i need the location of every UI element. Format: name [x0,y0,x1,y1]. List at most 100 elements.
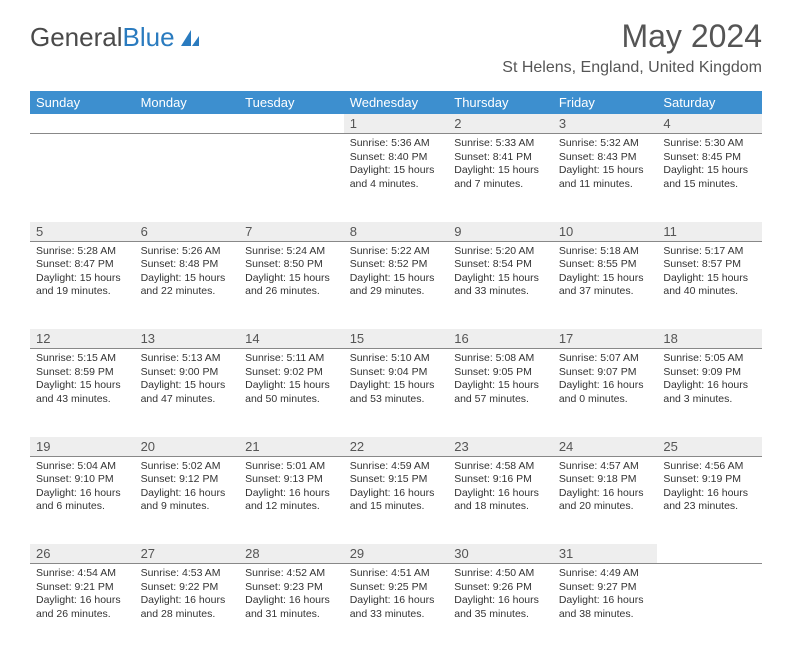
day-cell: Sunrise: 5:11 AMSunset: 9:02 PMDaylight:… [239,349,344,437]
sunrise-text: Sunrise: 5:28 AM [36,245,129,259]
day-cell: Sunrise: 4:50 AMSunset: 9:26 PMDaylight:… [448,564,553,652]
day-number: 6 [135,222,240,241]
day-content: Sunrise: 4:52 AMSunset: 9:23 PMDaylight:… [239,564,344,630]
sunrise-text: Sunrise: 5:08 AM [454,352,547,366]
day-number: 11 [657,222,762,241]
daylight-text: Daylight: 16 hours and 20 minutes. [559,487,652,514]
sunset-text: Sunset: 9:22 PM [141,581,234,595]
sunrise-text: Sunrise: 5:33 AM [454,137,547,151]
day-content: Sunrise: 4:54 AMSunset: 9:21 PMDaylight:… [30,564,135,630]
day-number [657,544,762,562]
weekday-header: Monday [135,91,240,114]
sunrise-text: Sunrise: 4:54 AM [36,567,129,581]
sunrise-text: Sunrise: 4:52 AM [245,567,338,581]
day-number-cell: 19 [30,437,135,457]
day-content: Sunrise: 5:20 AMSunset: 8:54 PMDaylight:… [448,242,553,308]
day-cell: Sunrise: 5:32 AMSunset: 8:43 PMDaylight:… [553,134,658,222]
day-number-cell [657,544,762,564]
day-cell [239,134,344,222]
daylight-text: Daylight: 16 hours and 6 minutes. [36,487,129,514]
day-cell: Sunrise: 5:01 AMSunset: 9:13 PMDaylight:… [239,456,344,544]
day-cell: Sunrise: 4:53 AMSunset: 9:22 PMDaylight:… [135,564,240,652]
day-number: 18 [657,329,762,348]
day-number-cell: 15 [344,329,449,349]
sunrise-text: Sunrise: 4:49 AM [559,567,652,581]
day-number-cell [30,114,135,134]
day-number: 26 [30,544,135,563]
sunset-text: Sunset: 9:26 PM [454,581,547,595]
daylight-text: Daylight: 15 hours and 57 minutes. [454,379,547,406]
daylight-text: Daylight: 16 hours and 33 minutes. [350,594,443,621]
sunrise-text: Sunrise: 4:50 AM [454,567,547,581]
sunset-text: Sunset: 9:10 PM [36,473,129,487]
day-number: 19 [30,437,135,456]
day-number: 7 [239,222,344,241]
day-number-cell: 3 [553,114,658,134]
day-cell: Sunrise: 5:02 AMSunset: 9:12 PMDaylight:… [135,456,240,544]
day-cell: Sunrise: 5:08 AMSunset: 9:05 PMDaylight:… [448,349,553,437]
day-number: 23 [448,437,553,456]
day-number: 2 [448,114,553,133]
daylight-text: Daylight: 15 hours and 29 minutes. [350,272,443,299]
day-number-cell: 12 [30,329,135,349]
sunrise-text: Sunrise: 5:02 AM [141,460,234,474]
sunrise-text: Sunrise: 4:51 AM [350,567,443,581]
day-cell: Sunrise: 5:15 AMSunset: 8:59 PMDaylight:… [30,349,135,437]
daylight-text: Daylight: 16 hours and 18 minutes. [454,487,547,514]
day-number-cell: 26 [30,544,135,564]
day-content: Sunrise: 4:59 AMSunset: 9:15 PMDaylight:… [344,457,449,523]
sunset-text: Sunset: 9:21 PM [36,581,129,595]
sunset-text: Sunset: 8:47 PM [36,258,129,272]
sunrise-text: Sunrise: 5:15 AM [36,352,129,366]
month-title: May 2024 [502,18,762,55]
day-number: 31 [553,544,658,563]
day-cell: Sunrise: 5:17 AMSunset: 8:57 PMDaylight:… [657,241,762,329]
day-content: Sunrise: 5:28 AMSunset: 8:47 PMDaylight:… [30,242,135,308]
day-content: Sunrise: 4:58 AMSunset: 9:16 PMDaylight:… [448,457,553,523]
weekday-header: Thursday [448,91,553,114]
daylight-text: Daylight: 16 hours and 35 minutes. [454,594,547,621]
day-content: Sunrise: 5:33 AMSunset: 8:41 PMDaylight:… [448,134,553,200]
day-number: 4 [657,114,762,133]
day-number: 27 [135,544,240,563]
day-content: Sunrise: 5:26 AMSunset: 8:48 PMDaylight:… [135,242,240,308]
day-number: 14 [239,329,344,348]
weekday-header: Friday [553,91,658,114]
sunrise-text: Sunrise: 5:01 AM [245,460,338,474]
sunset-text: Sunset: 9:19 PM [663,473,756,487]
sunset-text: Sunset: 9:13 PM [245,473,338,487]
sunrise-text: Sunrise: 5:24 AM [245,245,338,259]
sunrise-text: Sunrise: 5:26 AM [141,245,234,259]
day-cell: Sunrise: 5:26 AMSunset: 8:48 PMDaylight:… [135,241,240,329]
day-content: Sunrise: 5:11 AMSunset: 9:02 PMDaylight:… [239,349,344,415]
day-number: 22 [344,437,449,456]
day-number-cell: 8 [344,222,449,242]
day-number: 24 [553,437,658,456]
day-number: 25 [657,437,762,456]
sunrise-text: Sunrise: 5:17 AM [663,245,756,259]
day-number-cell: 23 [448,437,553,457]
sunrise-text: Sunrise: 4:56 AM [663,460,756,474]
sunrise-text: Sunrise: 5:11 AM [245,352,338,366]
day-number-cell: 2 [448,114,553,134]
day-cell: Sunrise: 5:22 AMSunset: 8:52 PMDaylight:… [344,241,449,329]
day-cell: Sunrise: 5:10 AMSunset: 9:04 PMDaylight:… [344,349,449,437]
day-content: Sunrise: 4:53 AMSunset: 9:22 PMDaylight:… [135,564,240,630]
sunrise-text: Sunrise: 5:04 AM [36,460,129,474]
daylight-text: Daylight: 15 hours and 43 minutes. [36,379,129,406]
day-cell [135,134,240,222]
day-number-cell: 13 [135,329,240,349]
sunset-text: Sunset: 9:00 PM [141,366,234,380]
day-number-cell: 14 [239,329,344,349]
daylight-text: Daylight: 15 hours and 53 minutes. [350,379,443,406]
sunset-text: Sunset: 8:41 PM [454,151,547,165]
day-cell: Sunrise: 4:57 AMSunset: 9:18 PMDaylight:… [553,456,658,544]
day-number: 13 [135,329,240,348]
daylight-text: Daylight: 16 hours and 28 minutes. [141,594,234,621]
day-cell: Sunrise: 5:24 AMSunset: 8:50 PMDaylight:… [239,241,344,329]
calendar-header-row: SundayMondayTuesdayWednesdayThursdayFrid… [30,91,762,114]
daylight-text: Daylight: 16 hours and 26 minutes. [36,594,129,621]
day-cell: Sunrise: 5:36 AMSunset: 8:40 PMDaylight:… [344,134,449,222]
sunset-text: Sunset: 9:04 PM [350,366,443,380]
sunset-text: Sunset: 8:57 PM [663,258,756,272]
